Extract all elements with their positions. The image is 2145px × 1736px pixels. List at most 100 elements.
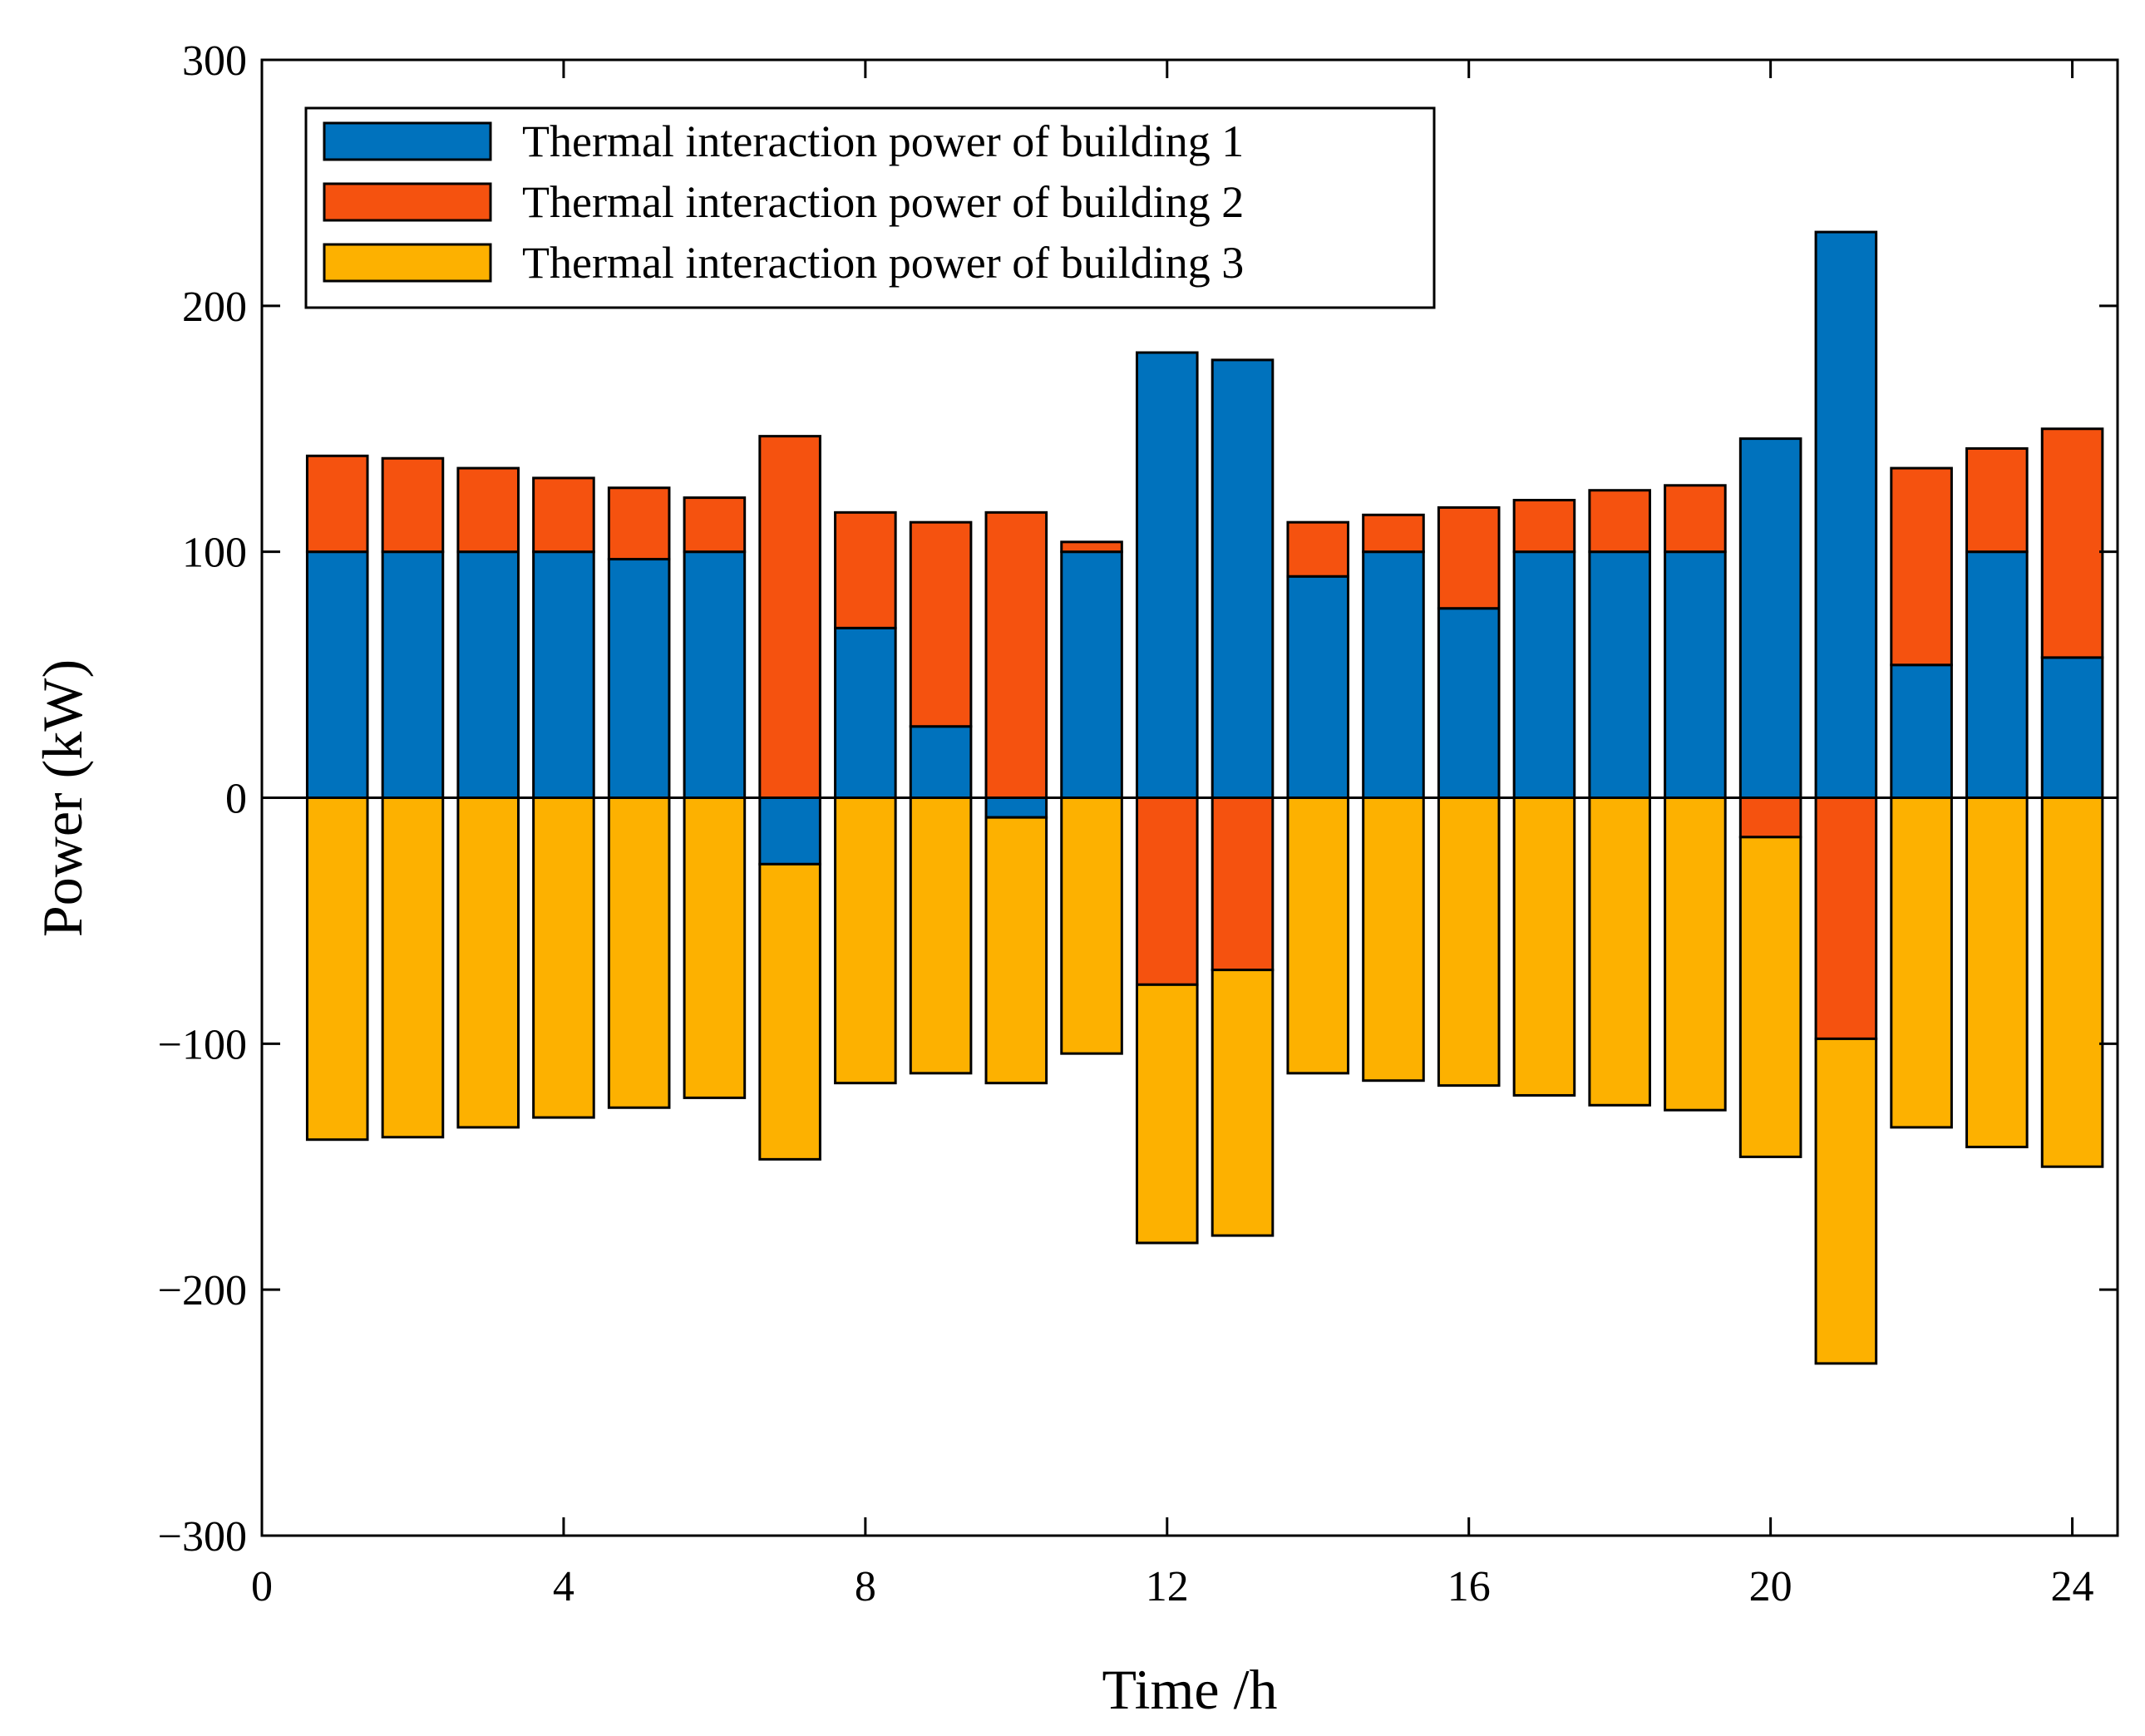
x-tick-label-20: 20 — [1749, 1563, 1792, 1610]
bar-b3-h11 — [1060, 796, 1123, 1055]
x-tick-label-16: 16 — [1447, 1563, 1491, 1610]
bar-b2-h15 — [1362, 513, 1425, 554]
bar-b3-h2 — [381, 796, 445, 1139]
bar-b3-h24 — [2040, 796, 2104, 1168]
bar-b3-h6 — [683, 796, 747, 1099]
y-tick-label--300: −300 — [158, 1513, 247, 1561]
bar-b2-h4 — [532, 476, 595, 554]
bar-b2-h6 — [683, 496, 747, 554]
bar-b2-h24 — [2040, 427, 2104, 659]
bar-b1-h19 — [1664, 550, 1727, 800]
bar-b3-h1 — [305, 796, 369, 1142]
bar-b1-h21 — [1814, 230, 1878, 800]
y-tick-label-100: 100 — [182, 530, 247, 577]
bar-b1-h9 — [909, 725, 973, 799]
bar-b2-h22 — [1890, 466, 1953, 667]
bar-b2-h13 — [1211, 796, 1275, 972]
plot-frame — [260, 58, 2119, 1537]
bar-b1-h5 — [607, 558, 671, 800]
bar-b1-h4 — [532, 550, 595, 800]
y-tick-label--200: −200 — [158, 1267, 247, 1314]
bar-b2-h5 — [607, 486, 671, 561]
bar-b2-h9 — [909, 520, 973, 728]
x-tick-label-0: 0 — [251, 1563, 273, 1610]
bar-b2-h21 — [1814, 796, 1878, 1040]
bar-b1-h22 — [1890, 663, 1953, 799]
bar-b3-h23 — [1965, 796, 2029, 1149]
bar-b1-h23 — [1965, 550, 2029, 800]
bar-b2-h23 — [1965, 446, 2029, 554]
y-tick-label--100: −100 — [158, 1021, 247, 1068]
bar-b3-h17 — [1512, 796, 1576, 1097]
bar-b2-h11 — [1060, 540, 1123, 554]
bars-group — [305, 230, 2104, 1365]
x-tick-label-4: 4 — [553, 1563, 574, 1610]
bar-b2-h14 — [1286, 520, 1350, 578]
bar-b3-h18 — [1588, 796, 1651, 1107]
x-tick-label-24: 24 — [2051, 1563, 2094, 1610]
bar-b2-h10 — [984, 510, 1048, 799]
bar-b2-h2 — [381, 456, 445, 554]
bar-b1-h1 — [305, 550, 369, 800]
bar-b3-h12 — [1135, 983, 1199, 1245]
bar-b3-h3 — [456, 796, 520, 1129]
bar-b1-h12 — [1135, 351, 1199, 799]
bar-b1-h18 — [1588, 550, 1651, 800]
bar-b1-h11 — [1060, 550, 1123, 800]
bar-b3-h19 — [1664, 796, 1727, 1112]
bar-b3-h15 — [1362, 796, 1425, 1083]
bar-b3-h8 — [834, 796, 897, 1085]
legend-label-2: Thermal interaction power of building 2 — [522, 177, 1244, 227]
bar-b1-h14 — [1286, 575, 1350, 799]
legend-label-3: Thermal interaction power of building 3 — [522, 238, 1244, 288]
y-tick-label-300: 300 — [182, 37, 247, 85]
bar-b3-h22 — [1890, 796, 1953, 1129]
bar-b2-h19 — [1664, 484, 1727, 554]
y-axis-title: Power (kW) — [31, 659, 94, 937]
bar-b1-h3 — [456, 550, 520, 800]
y-tick-label-200: 200 — [182, 284, 247, 331]
legend-swatch-2 — [323, 182, 492, 222]
legend-swatch-1 — [323, 121, 492, 161]
bar-b2-h16 — [1437, 506, 1501, 610]
bar-b2-h20 — [1738, 796, 1802, 839]
bar-b3-h7 — [758, 862, 821, 1161]
tick-labels-group: 0 4 8 12 16 20 24 −300 −200 −100 0 100 200 300 — [158, 37, 2094, 1610]
bar-b3-h10 — [984, 816, 1048, 1085]
bar-b1-h2 — [381, 550, 445, 800]
bar-b1-h24 — [2040, 656, 2104, 799]
bar-b3-h4 — [532, 796, 595, 1119]
bar-b3-h9 — [909, 796, 973, 1075]
bar-b1-h20 — [1738, 437, 1802, 799]
bar-b1-h15 — [1362, 550, 1425, 800]
bar-b2-h17 — [1512, 499, 1576, 554]
bar-b2-h3 — [456, 466, 520, 554]
legend-box — [304, 106, 1436, 309]
y-tick-label-0: 0 — [225, 776, 247, 823]
bar-b2-h8 — [834, 510, 897, 629]
bar-b1-h10 — [984, 796, 1048, 819]
x-axis-title: Time /h — [1102, 1658, 1277, 1721]
bar-b2-h1 — [305, 454, 369, 554]
bar-b1-h17 — [1512, 550, 1576, 800]
bar-b1-h13 — [1211, 358, 1275, 799]
legend-label-1: Thermal interaction power of building 1 — [522, 116, 1244, 166]
bar-b1-h8 — [834, 626, 897, 799]
x-tick-label-8: 8 — [855, 1563, 876, 1610]
bar-b2-h12 — [1135, 796, 1199, 986]
x-tick-label-12: 12 — [1146, 1563, 1189, 1610]
bar-b1-h16 — [1437, 607, 1501, 799]
legend-swatch-3 — [323, 243, 492, 283]
bar-b3-h14 — [1286, 796, 1350, 1075]
legend: Thermal interaction power of building 1 … — [304, 106, 1436, 309]
bar-b1-h6 — [683, 550, 747, 800]
bar-b3-h13 — [1211, 969, 1275, 1237]
bar-b2-h18 — [1588, 489, 1651, 554]
bar-b3-h20 — [1738, 836, 1802, 1158]
bar-b3-h5 — [607, 796, 671, 1109]
bar-b2-h7 — [758, 435, 821, 799]
bar-b1-h7 — [758, 796, 821, 866]
bar-b3-h16 — [1437, 796, 1501, 1087]
bar-b3-h21 — [1814, 1037, 1878, 1365]
